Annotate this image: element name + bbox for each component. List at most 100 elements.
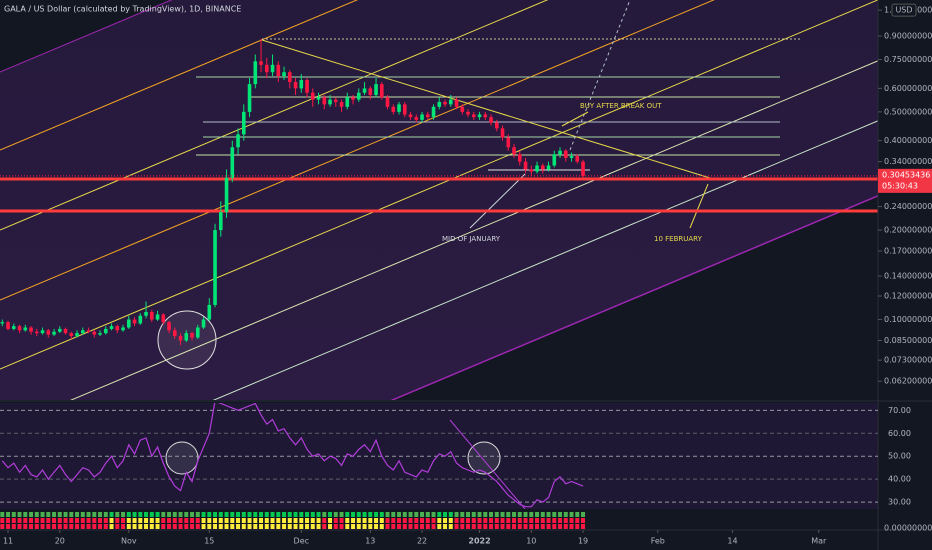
strip-cell — [270, 524, 275, 529]
strip-cell — [201, 512, 206, 517]
strip-cell — [276, 518, 281, 523]
strip-cell — [339, 518, 344, 523]
candle-body — [155, 314, 160, 320]
candle-body — [305, 80, 309, 93]
strip-cell — [523, 512, 528, 517]
candle-body — [420, 114, 424, 120]
strip-cell — [287, 512, 292, 517]
candle-body — [149, 312, 154, 320]
candle-body — [408, 114, 413, 118]
y-tick-label: 0.40000000 — [884, 136, 932, 145]
strip-cell — [494, 524, 499, 529]
strip-cell — [207, 524, 212, 529]
annotation: MID OF JANUARY — [442, 235, 501, 243]
strip-cell — [241, 518, 246, 523]
candle-body — [552, 154, 557, 166]
strip-cell — [581, 518, 586, 523]
strip-cell — [63, 518, 68, 523]
strip-cell — [52, 512, 57, 517]
strip-cell — [86, 518, 91, 523]
strip-cell — [402, 512, 407, 517]
strip-cell — [230, 518, 235, 523]
strip-cell — [494, 518, 499, 523]
strip-cell — [552, 524, 557, 529]
y-tick-label: 0.75000000 — [884, 55, 932, 64]
candle-body — [144, 312, 148, 316]
strip-cell — [213, 524, 218, 529]
strip-cell — [98, 518, 103, 523]
strip-cell — [402, 524, 407, 529]
strip-cell — [339, 524, 344, 529]
strip-cell — [126, 524, 131, 529]
strip-cell — [46, 512, 51, 517]
strip-cell — [581, 524, 586, 529]
candle-body — [63, 328, 68, 334]
strip-cell — [264, 524, 269, 529]
strip-cell — [230, 524, 235, 529]
candle-body — [195, 327, 200, 338]
y-tick-label: 0.10000000 — [884, 315, 932, 324]
strip-cell — [121, 512, 126, 517]
strip-cell — [247, 512, 252, 517]
candle-body — [236, 134, 240, 148]
strip-cell — [477, 512, 482, 517]
strip-cell — [149, 518, 154, 523]
strip-cell — [512, 524, 517, 529]
candle-body — [379, 84, 384, 98]
strip-cell — [115, 524, 120, 529]
candle-body — [6, 322, 10, 329]
candle-body — [437, 101, 442, 107]
strip-cell — [0, 512, 5, 517]
candle-body — [80, 330, 85, 334]
strip-cell — [293, 524, 298, 529]
strip-cell — [374, 518, 379, 523]
strip-cell — [132, 518, 137, 523]
candle-body — [540, 165, 545, 170]
strip-cell — [276, 512, 281, 517]
strip-cell — [466, 512, 471, 517]
strip-cell — [385, 524, 390, 529]
strip-cell — [29, 518, 34, 523]
strip-cell — [431, 518, 436, 523]
candle-body — [167, 322, 171, 331]
annotation: BUY AFTER BREAK OUT — [580, 102, 662, 110]
strip-cell — [506, 512, 511, 517]
y-tick-label: 0.34000000 — [884, 157, 932, 166]
strip-cell — [322, 518, 327, 523]
strip-cell — [408, 518, 413, 523]
currency-badge — [891, 3, 917, 17]
candle-body — [471, 114, 476, 118]
strip-cell — [259, 524, 264, 529]
strip-cell — [6, 524, 11, 529]
strip-cell — [328, 518, 333, 523]
x-tick-label: 14 — [727, 537, 737, 546]
strip-cell — [425, 518, 430, 523]
x-tick-label: Nov — [121, 537, 137, 546]
strip-cell — [247, 524, 252, 529]
strip-cell — [218, 518, 223, 523]
strip-cell — [414, 518, 419, 523]
strip-cell — [86, 512, 91, 517]
candle-body — [483, 114, 488, 118]
strip-cell — [282, 524, 287, 529]
strip-cell — [40, 524, 45, 529]
strip-cell — [563, 518, 568, 523]
strip-cell — [178, 524, 183, 529]
candle-body — [178, 336, 183, 341]
strip-cell — [523, 524, 528, 529]
strip-cell — [17, 512, 22, 517]
strip-cell — [328, 524, 333, 529]
strip-cell — [310, 518, 315, 523]
strip-cell — [109, 524, 114, 529]
strip-cell — [195, 524, 200, 529]
strip-cell — [259, 512, 264, 517]
strip-cell — [351, 524, 356, 529]
strip-cell — [52, 524, 57, 529]
strip-cell — [11, 524, 16, 529]
candle-body — [201, 319, 206, 328]
strip-cell — [224, 512, 229, 517]
strip-cell — [17, 518, 22, 523]
strip-cell — [563, 524, 568, 529]
strip-cell — [92, 512, 97, 517]
strip-cell — [512, 518, 517, 523]
